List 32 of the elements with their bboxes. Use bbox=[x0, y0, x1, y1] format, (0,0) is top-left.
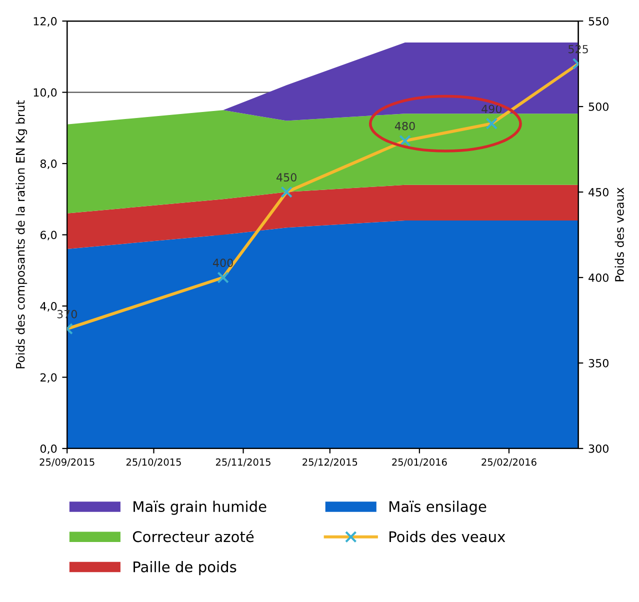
legend-label: Paille de poids bbox=[134, 561, 236, 576]
y2-tick-label: 550 bbox=[588, 17, 608, 26]
y-tick-label: 6,0 bbox=[40, 230, 57, 240]
y-tick-label: 8,0 bbox=[40, 160, 57, 170]
y2-tick-label: 300 bbox=[588, 444, 608, 453]
y2-tick-label: 450 bbox=[588, 188, 608, 196]
x-tick-label: 25/12/2015 bbox=[302, 458, 358, 466]
y2-tick-label: 400 bbox=[588, 273, 608, 282]
y2-tick-label: 500 bbox=[588, 102, 608, 111]
legend-label: Correcteur azoté bbox=[132, 530, 254, 542]
legend-label: Maïs grain humide bbox=[134, 500, 266, 515]
y2-tick-label: 350 bbox=[588, 358, 608, 368]
y-tick-label: 2,0 bbox=[40, 373, 57, 383]
data-label: 450 bbox=[276, 173, 296, 182]
x-tick-label: 25/02/2016 bbox=[482, 458, 536, 466]
y-tick-label: 4,0 bbox=[40, 302, 57, 312]
y-axis-title: Poids des composants de la ration EN Kg brut bbox=[16, 100, 28, 368]
y-tick-label: 10,0 bbox=[34, 88, 57, 98]
y-tick-label: 0,0 bbox=[40, 444, 57, 454]
x-tick-label: 25/10/2015 bbox=[126, 458, 181, 466]
legend-label: Maïs ensilage bbox=[390, 500, 486, 515]
data-label: 480 bbox=[394, 122, 415, 130]
data-label: 400 bbox=[212, 258, 233, 268]
data-label: 490 bbox=[482, 104, 502, 114]
x-tick-label: 25/01/2016 bbox=[392, 458, 447, 466]
x-tick-label: 25/09/2015 bbox=[40, 458, 94, 466]
y2-axis-title: Poids des veaux bbox=[614, 188, 624, 282]
x-tick-label: 25/11/2015 bbox=[216, 458, 270, 466]
y-tick-label: 12,0 bbox=[34, 17, 57, 27]
legend-label: Poids des veaux bbox=[390, 530, 506, 542]
data-label: 370 bbox=[57, 310, 77, 318]
data-label: 525 bbox=[568, 44, 588, 54]
